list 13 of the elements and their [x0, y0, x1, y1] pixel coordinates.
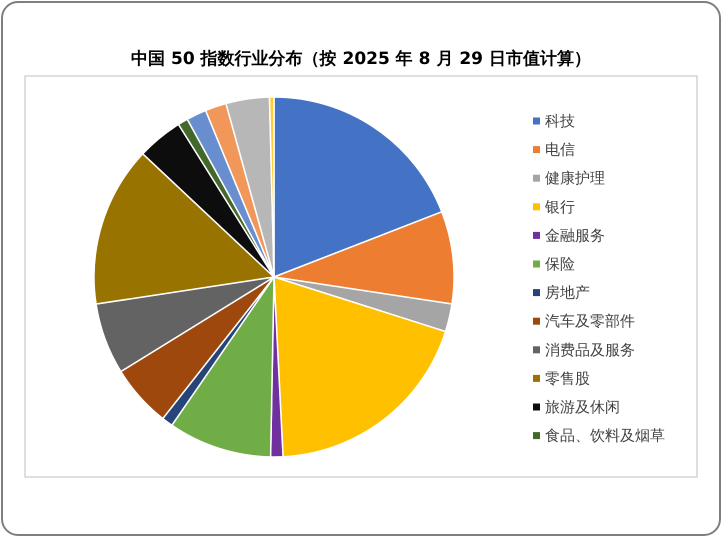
legend-label: 保险 — [545, 255, 575, 273]
legend-label: 汽车及零部件 — [545, 312, 635, 330]
legend-label: 食品、饮料及烟草 — [545, 426, 665, 445]
legend-label: 科技 — [545, 112, 575, 130]
legend-label: 健康护理 — [545, 169, 605, 188]
legend-label: 零售股 — [545, 369, 590, 388]
legend-label: 消费品及服务 — [545, 340, 635, 359]
legend-label: 房地产 — [545, 284, 590, 302]
chart-title: 中国 50 指数行业分布（按 2025 年 8 月 29 日市值计算） — [131, 49, 591, 69]
legend-label: 电信 — [545, 140, 575, 159]
legend-label: 银行 — [544, 198, 575, 216]
legend-label: 金融服务 — [545, 226, 605, 244]
legend-label: 旅游及休闲 — [545, 398, 620, 416]
